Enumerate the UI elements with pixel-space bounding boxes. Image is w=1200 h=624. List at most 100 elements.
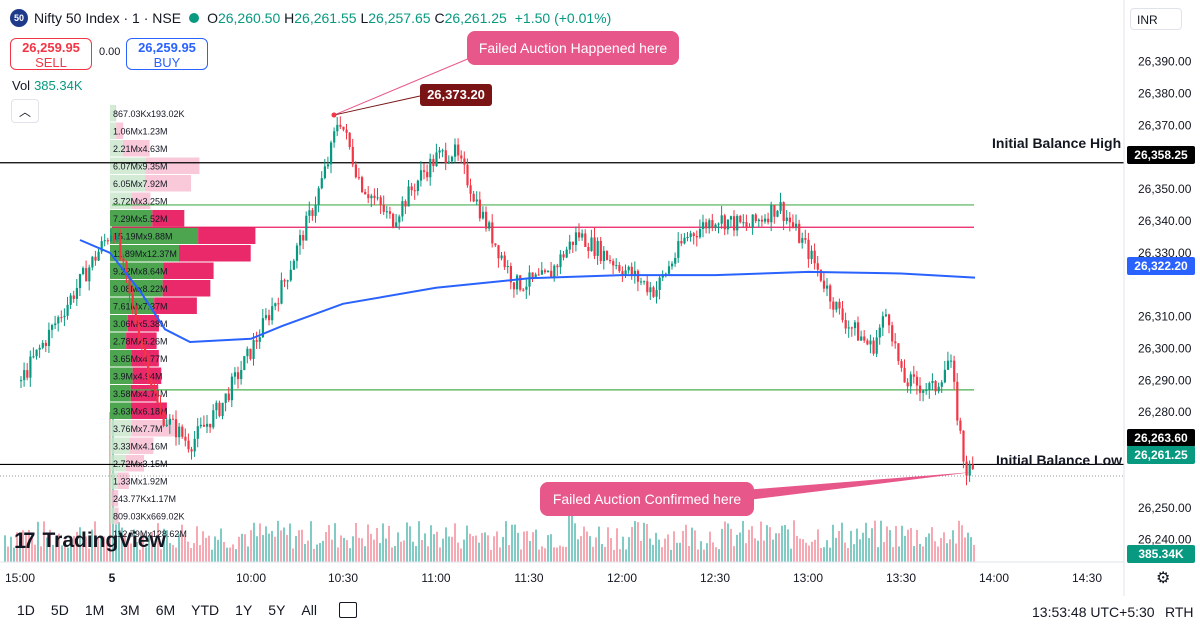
volume-bar xyxy=(214,536,216,562)
volume-bar xyxy=(142,532,144,562)
volume-bar xyxy=(706,543,708,562)
volume-bar xyxy=(181,524,183,562)
volume-bar xyxy=(847,548,849,562)
timeframe-3m[interactable]: 3M xyxy=(120,602,140,618)
volume-bar xyxy=(826,540,828,562)
timeframe-1m[interactable]: 1M xyxy=(84,602,105,618)
volume-bar xyxy=(916,529,918,562)
candle-body xyxy=(506,265,509,268)
candle-body xyxy=(63,315,66,318)
sell-button[interactable]: 26,259.95 SELL xyxy=(10,38,92,70)
volume-bar xyxy=(748,529,750,562)
buy-button[interactable]: 26,259.95 BUY xyxy=(126,38,208,70)
profile-buy-bar xyxy=(110,367,133,384)
profile-sell-bar xyxy=(162,280,211,297)
candle-body xyxy=(481,211,485,219)
collapse-legend-button[interactable]: ︿ xyxy=(11,99,39,123)
volume-bar xyxy=(889,530,891,562)
candle-body xyxy=(785,217,788,221)
volume-bar xyxy=(265,526,267,562)
volume-bar xyxy=(397,532,399,562)
candle-body xyxy=(97,251,100,261)
timeframe-1d[interactable]: 1D xyxy=(17,602,35,618)
volume-bar xyxy=(868,538,870,562)
volume-bar xyxy=(514,524,516,562)
symbol-title[interactable]: Nifty 50 Index · 1 · NSE xyxy=(34,10,182,26)
candle-body xyxy=(779,202,782,211)
timeframe-6m[interactable]: 6M xyxy=(155,602,176,618)
volume-bar xyxy=(310,521,312,562)
volume-bar xyxy=(841,522,843,562)
volume-bar xyxy=(205,537,207,562)
failed-auction-callout: Failed Auction Happened here xyxy=(467,31,679,65)
timeframe-all[interactable]: All xyxy=(301,602,317,618)
timeframe-5d[interactable]: 5D xyxy=(50,602,69,618)
candle-body xyxy=(404,201,407,207)
volume-bar xyxy=(820,547,822,562)
ohlc-h-key: H xyxy=(284,10,295,26)
candle-body xyxy=(478,199,481,219)
date-range-icon[interactable] xyxy=(338,602,357,618)
candle-body xyxy=(491,222,494,244)
volume-bar xyxy=(937,546,939,562)
volume-bar xyxy=(352,536,354,562)
candle-body xyxy=(72,295,75,299)
candle-body xyxy=(20,380,23,382)
volume-bar xyxy=(856,528,858,562)
session-toggle[interactable]: RTH xyxy=(1165,604,1194,620)
currency-selector[interactable]: INR xyxy=(1130,8,1182,30)
candle-body xyxy=(661,274,664,278)
volume-bar xyxy=(130,543,132,562)
volume-bar xyxy=(313,548,315,562)
volume-bar xyxy=(460,548,462,562)
volume-bar xyxy=(439,547,441,562)
candle-body xyxy=(553,265,556,277)
candle-body xyxy=(950,360,953,362)
price-tick-label: 26,370.00 xyxy=(1138,118,1192,132)
symbol-logo: 50 xyxy=(10,9,28,27)
candle-body xyxy=(29,356,32,378)
profile-row-label: 243.77Kx1.17M xyxy=(113,494,176,504)
volume-bar xyxy=(97,536,99,562)
volume-bar xyxy=(811,541,813,562)
volume-bar xyxy=(958,520,960,562)
candle-body xyxy=(844,320,847,329)
volume-bar xyxy=(907,529,909,562)
candle-body xyxy=(184,436,187,441)
volume-bar xyxy=(778,533,780,562)
timeframe-1y[interactable]: 1Y xyxy=(235,602,253,618)
candle-body xyxy=(891,325,894,342)
candle-body xyxy=(835,301,838,310)
volume-bar xyxy=(466,525,468,562)
candle-body xyxy=(190,449,193,452)
profile-buy-bar xyxy=(110,402,132,419)
volume-bar xyxy=(367,524,369,562)
clock[interactable]: 13:53:48 UTC+5:30 xyxy=(1032,604,1155,620)
candle-body xyxy=(113,235,116,241)
time-tick-label: 10:30 xyxy=(328,571,358,585)
volume-bar xyxy=(175,547,177,562)
candle-body xyxy=(900,361,903,368)
volume-bar xyxy=(106,542,108,562)
volume-bar xyxy=(322,540,324,562)
candle-body xyxy=(615,265,618,267)
volume-bar xyxy=(724,521,726,562)
ohlc-l-key: L xyxy=(360,10,369,26)
gear-icon[interactable]: ⚙ xyxy=(1156,570,1171,587)
candle-body xyxy=(364,191,367,195)
timeframe-5y[interactable]: 5Y xyxy=(268,602,286,618)
volume-bar xyxy=(76,531,78,562)
volume-bar xyxy=(529,541,531,562)
timeframe-ytd[interactable]: YTD xyxy=(191,602,220,618)
price-tick-label: 26,380.00 xyxy=(1138,86,1192,100)
candle-body xyxy=(587,246,590,251)
volume-bar xyxy=(49,529,51,562)
volume-bar xyxy=(133,529,135,562)
volume-bar xyxy=(817,529,819,562)
volume-bar xyxy=(745,543,747,562)
candle-body xyxy=(574,232,578,245)
candle-body xyxy=(209,423,212,428)
volume-bar xyxy=(418,521,420,562)
ohlc-c-value: 26,261.25 xyxy=(444,10,507,26)
